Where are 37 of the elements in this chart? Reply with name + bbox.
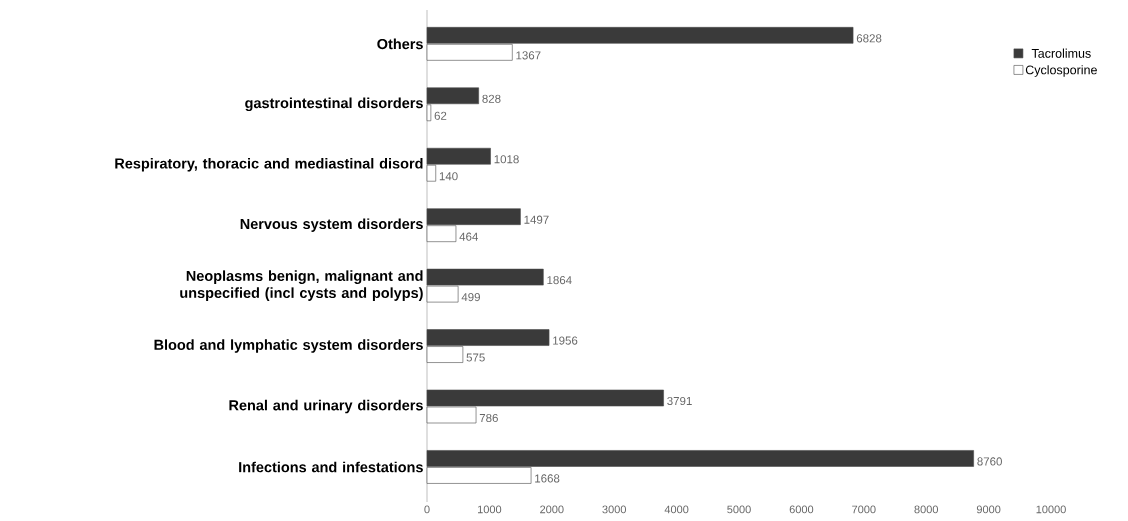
- x-tick-label: 4000: [664, 505, 689, 514]
- data-label: 575: [466, 353, 485, 362]
- y-tick-label: Neoplasms benign, malignant and unspecified (incl cysts and polyps): [180, 270, 423, 301]
- y-tick-label: Nervous system disorders: [240, 218, 423, 232]
- data-label: 1367: [516, 51, 541, 60]
- data-label: 1018: [494, 155, 519, 164]
- x-tick-label: 5000: [727, 505, 751, 514]
- y-tick-label: Infections and infestations: [239, 461, 423, 473]
- data-label: 8760: [977, 457, 1002, 466]
- y-tick-label: Renal and urinary disorders: [229, 399, 423, 414]
- data-label: 499: [461, 293, 480, 302]
- data-label: 140: [439, 172, 458, 181]
- data-label: 6828: [856, 34, 882, 43]
- y-tick-label: Respiratory, thoracic and mediastinal disord: [115, 157, 423, 172]
- x-tick-label: 0: [424, 505, 430, 514]
- x-tick-label: 10000: [1036, 505, 1066, 514]
- x-tick-label: 8000: [914, 505, 939, 514]
- data-label: 828: [482, 94, 501, 103]
- data-label: 786: [479, 413, 498, 423]
- legend-label: Cyclosporine: [1025, 65, 1097, 77]
- data-label: 1956: [553, 336, 578, 345]
- data-label: 1497: [524, 215, 549, 224]
- x-tick-label: 1000: [478, 505, 502, 514]
- x-tick-label: 7000: [852, 505, 876, 514]
- x-tick-label: 3000: [602, 505, 626, 514]
- x-tick-label: 2000: [540, 505, 564, 514]
- x-tick-label: 9000: [976, 505, 1001, 514]
- data-label: 1668: [535, 474, 560, 483]
- data-label: 62: [434, 111, 447, 120]
- data-label: 464: [459, 232, 478, 241]
- y-tick-label: Blood and lymphatic system disorders: [154, 339, 423, 353]
- data-label: 1864: [547, 276, 572, 285]
- y-tick-label: Others: [377, 38, 423, 50]
- legend-label: Tacrolimus: [1031, 48, 1091, 58]
- data-label: 3791: [667, 396, 692, 406]
- y-tick-label: gastrointestinal disorders: [245, 97, 423, 112]
- x-tick-label: 6000: [789, 505, 814, 514]
